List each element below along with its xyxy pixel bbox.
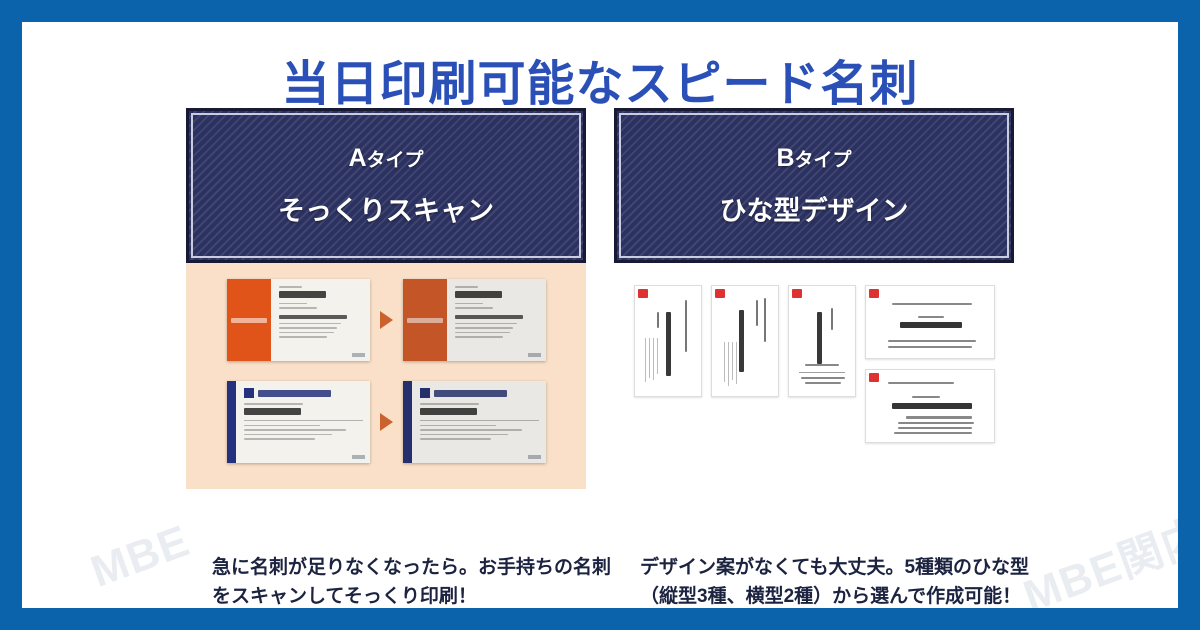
sample-image-type-a xyxy=(186,263,586,489)
business-card-orange-original xyxy=(226,279,370,361)
caption-type-a: 急に名刺が足りなくなったら。お手持ちの名刺をスキャンしてそっくり印刷！ xyxy=(212,557,612,607)
banner-a-name: そっくりスキャン xyxy=(278,195,494,226)
type-columns: Aタイプ そっくりスキャン xyxy=(22,108,1178,608)
card-orange-body xyxy=(271,279,370,361)
template-horizontal-stack xyxy=(864,285,995,443)
banner-type-a: Aタイプ そっくりスキャン xyxy=(186,108,586,263)
banner-b-type-suffix: タイプ xyxy=(794,149,852,171)
template-badge-04 xyxy=(868,289,879,298)
mbe-logo-icon xyxy=(243,388,363,398)
template-badge-05 xyxy=(868,373,879,382)
template-badge-01 xyxy=(637,289,648,298)
card-navy-stripe-copy xyxy=(402,381,412,463)
template-badge-03 xyxy=(791,289,802,298)
banner-a-type-letter: A xyxy=(348,143,367,172)
page-title: 当日印刷可能なスピード名刺 xyxy=(281,58,919,111)
template-card-02 xyxy=(710,285,779,397)
business-card-orange-copy xyxy=(402,279,546,361)
transform-arrow-icon-2 xyxy=(379,413,393,431)
sample-row-navy xyxy=(186,381,586,463)
card-navy-body xyxy=(236,381,370,463)
column-type-b: Bタイプ ひな型デザイン xyxy=(614,108,1029,608)
template-card-03 xyxy=(787,285,856,397)
banner-a-type-suffix: タイプ xyxy=(366,149,424,171)
sample-image-type-b xyxy=(614,263,1014,489)
banner-b-name: ひな型デザイン xyxy=(719,195,909,226)
banner-type-b: Bタイプ ひな型デザイン xyxy=(614,108,1014,263)
business-card-navy-original xyxy=(226,381,370,463)
template-card-04 xyxy=(864,285,995,359)
banner-a-type-line: Aタイプ xyxy=(348,144,423,173)
template-card-01 xyxy=(633,285,702,397)
card-navy-body-copy xyxy=(412,381,546,463)
banner-b-type-letter: B xyxy=(776,143,795,172)
content-frame: MBE MBE関内店 当日印刷可能なスピード名刺 Aタイプ そっくりスキャン xyxy=(22,22,1178,608)
template-card-05 xyxy=(864,369,995,443)
template-badge-02 xyxy=(714,289,725,298)
column-type-a: Aタイプ そっくりスキャン xyxy=(186,108,611,608)
card-orange-panel xyxy=(226,279,271,361)
template-grid-wrap xyxy=(614,263,1014,489)
card-orange-body-copy xyxy=(447,279,546,361)
transform-arrow-icon xyxy=(379,311,393,329)
sample-row-orange xyxy=(186,279,586,361)
business-card-navy-copy xyxy=(402,381,546,463)
mbe-logo-icon-copy xyxy=(419,388,539,398)
card-orange-panel-copy xyxy=(402,279,447,361)
caption-type-b: デザイン案がなくても大丈夫。5種類のひな型（縦型3種、横型2種）から選んで作成可… xyxy=(640,557,1030,607)
banner-b-type-line: Bタイプ xyxy=(776,144,851,173)
template-grid xyxy=(628,285,1000,443)
card-navy-stripe xyxy=(226,381,236,463)
